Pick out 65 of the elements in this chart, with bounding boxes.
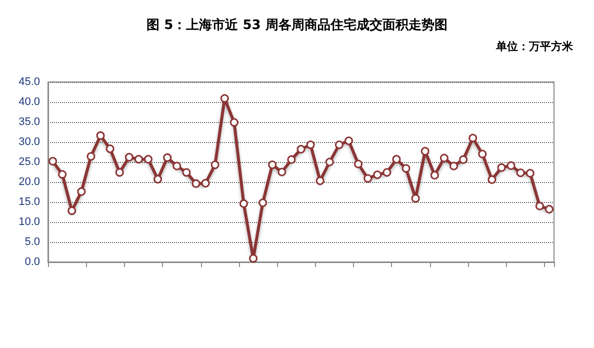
y-tick-label: 25.0 xyxy=(18,156,40,168)
text: 单位：万平方米 xyxy=(495,40,574,53)
point xyxy=(402,164,410,173)
y-tick-label: 35.0 xyxy=(18,116,40,128)
point xyxy=(86,152,96,161)
point xyxy=(450,162,458,170)
point xyxy=(172,162,182,170)
chart-title: 图 5：上海市近 53 周各周商品住宅成交面积走势图 xyxy=(146,17,448,33)
point xyxy=(373,170,382,180)
point xyxy=(497,163,506,172)
y-tick-label: 40.0 xyxy=(18,96,40,108)
point xyxy=(364,174,372,183)
point xyxy=(115,168,124,177)
y-tick-label: 5.0 xyxy=(24,236,40,248)
point xyxy=(382,168,392,177)
point xyxy=(192,179,200,188)
point xyxy=(316,176,324,186)
y-tick-label: 0.0 xyxy=(24,256,40,268)
point xyxy=(48,156,58,166)
point xyxy=(77,187,86,196)
point xyxy=(68,206,76,216)
point xyxy=(478,150,487,158)
point xyxy=(287,155,296,164)
point xyxy=(239,199,248,208)
point xyxy=(440,154,448,162)
point xyxy=(106,144,114,154)
point xyxy=(459,155,468,164)
y-tick-label: 10.0 xyxy=(18,216,40,228)
y-tick-label: 20.0 xyxy=(18,176,40,188)
point xyxy=(334,140,344,150)
point xyxy=(258,198,268,208)
point xyxy=(220,94,229,103)
point xyxy=(430,170,439,180)
point xyxy=(210,160,220,170)
point xyxy=(488,175,496,184)
y-tick-label: 45.0 xyxy=(18,76,40,88)
point xyxy=(344,136,353,146)
point xyxy=(230,118,238,127)
point xyxy=(163,153,172,162)
point xyxy=(58,170,67,179)
point xyxy=(154,174,162,184)
point xyxy=(468,134,478,142)
point xyxy=(201,178,210,188)
point xyxy=(296,144,306,154)
point xyxy=(411,194,420,203)
point xyxy=(516,168,525,178)
point xyxy=(354,160,363,168)
point xyxy=(306,140,315,150)
point xyxy=(325,158,334,166)
y-tick-label: 30.0 xyxy=(18,136,40,148)
point xyxy=(124,152,134,162)
point xyxy=(182,168,191,177)
point xyxy=(420,146,430,156)
point xyxy=(544,204,554,214)
point xyxy=(144,154,152,164)
point xyxy=(134,154,143,164)
point xyxy=(268,160,277,170)
point xyxy=(96,131,105,140)
point xyxy=(535,202,544,210)
point xyxy=(526,168,534,178)
point xyxy=(278,168,286,176)
y-tick-label: 15.0 xyxy=(18,196,40,208)
point xyxy=(249,254,258,263)
point xyxy=(392,154,401,164)
point xyxy=(506,161,516,170)
